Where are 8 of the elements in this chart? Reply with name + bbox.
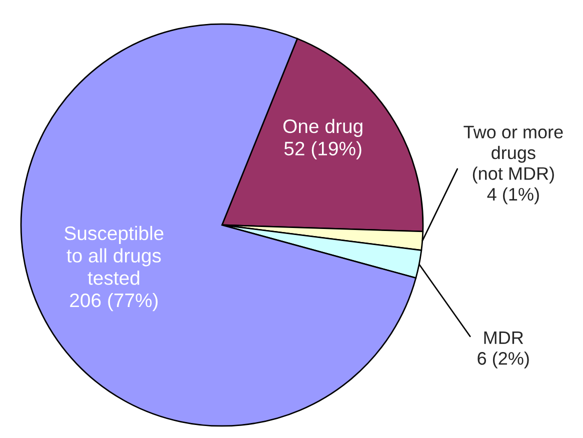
slice-label: Two or more drugs (not MDR) bbox=[464, 126, 563, 184]
slice-label: Susceptible to all drugs tested bbox=[64, 226, 164, 285]
slice-label: One drug bbox=[283, 118, 362, 137]
data-label: 52 (19%) bbox=[284, 141, 362, 160]
slice-label: MDR bbox=[484, 331, 524, 344]
data-label: 206 (77%) bbox=[70, 292, 158, 312]
data-label: 4 (1%) bbox=[487, 187, 539, 204]
data-label: 6 (2%) bbox=[478, 352, 529, 368]
